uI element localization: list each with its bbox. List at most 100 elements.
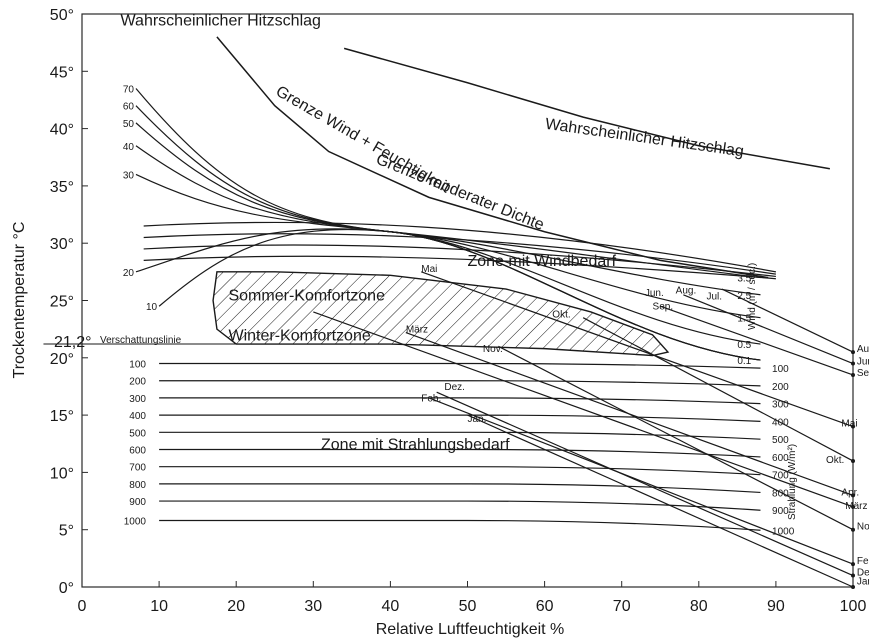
month-path-end [851, 350, 855, 355]
boundary-curves [216, 36, 830, 279]
y-tick-label: 15° [50, 408, 74, 425]
radiation-label-right: 900 [772, 506, 789, 517]
comfort-zone-area [212, 271, 670, 357]
y-tick-label: 10° [50, 465, 74, 482]
x-tick-label: 10 [150, 598, 168, 615]
month-label: Jun. [857, 357, 869, 368]
radiation-label-left: 500 [129, 428, 146, 439]
month-label: Aug. [857, 344, 869, 355]
radiation-label-right: 300 [772, 400, 789, 411]
y-tick-label: 35° [50, 179, 74, 196]
radiation-label-left: 600 [129, 445, 146, 456]
month-path [683, 294, 854, 365]
month-label: März [845, 501, 867, 512]
month-path-end [851, 504, 855, 509]
month-path [660, 305, 854, 376]
y-tick-label: 50° [50, 7, 74, 24]
month-label: Feb. [857, 556, 869, 567]
wind-label-left: 60 [123, 102, 135, 113]
radiation-line [159, 414, 761, 423]
month-label: Mai [421, 264, 437, 275]
zone-label: Zone mit Strahlungsbedarf [321, 436, 510, 453]
wind-curve [143, 255, 776, 280]
y-tick-label: 30° [50, 236, 74, 253]
x-tick-label: 100 [840, 598, 867, 615]
wind-label-left: 20 [123, 268, 135, 279]
radiation-label-left: 900 [129, 497, 146, 508]
month-path [436, 391, 854, 577]
month-label: Aug. [676, 286, 697, 297]
x-tick-label: 80 [690, 598, 708, 615]
month-label: Nov. [857, 522, 869, 533]
month-label: Jan. [468, 414, 487, 425]
boundary-curve [343, 47, 830, 170]
wind-label-right: 2.5 [737, 291, 751, 302]
wind-label-left: 40 [123, 142, 135, 153]
shading-line-value: 21,2° [54, 334, 92, 351]
month-path-end [851, 372, 855, 377]
month-path-end [851, 573, 855, 578]
radiation-label-right: 700 [772, 471, 789, 482]
x-tick-label: 50 [459, 598, 477, 615]
month-label: Feb. [421, 393, 441, 404]
y-axis-title: Trockentemperatur °C [11, 222, 28, 379]
x-tick-label: 30 [304, 598, 322, 615]
wind-label-left: 70 [123, 84, 135, 95]
month-path [467, 414, 854, 588]
radiation-label-left: 300 [129, 394, 146, 405]
month-path [498, 345, 854, 531]
month-label: Jul. [707, 291, 723, 302]
y-tick-label: 20° [50, 351, 74, 368]
month-path [428, 397, 854, 565]
zone-label: Zone mit Windbedarf [468, 253, 617, 270]
month-label: Apr. [841, 487, 859, 498]
shading-line-label: Verschattungslinie [100, 335, 182, 346]
month-path-end [851, 361, 855, 366]
radiation-label-right: 500 [772, 435, 789, 446]
y-tick-label: 45° [50, 64, 74, 81]
month-label: Nov. [483, 344, 503, 355]
radiation-label-left: 700 [129, 463, 146, 474]
comfort-zone [212, 271, 670, 357]
x-tick-label: 60 [536, 598, 554, 615]
radiation-line [159, 397, 761, 405]
wind-label-left: 30 [123, 170, 135, 181]
radiation-line [159, 483, 761, 494]
month-path-end [851, 562, 855, 567]
month-label: Okt. [826, 455, 844, 466]
x-axis-title: Relative Luftfeuchtigkeit % [376, 621, 565, 638]
radiation-line [159, 380, 761, 387]
month-path-end [851, 424, 855, 429]
zone-label: Wahrscheinlicher Hitzschlag [121, 12, 321, 29]
wind-label-left: 10 [146, 302, 158, 313]
y-tick-label: 0° [59, 580, 74, 597]
wind-label-left: 50 [123, 119, 135, 130]
x-axis-ticks: 0 10 20 30 40 50 60 70 80 90 100 [78, 581, 867, 615]
radiation-label-right: 100 [772, 364, 789, 375]
radiation-line [159, 362, 761, 369]
radiation-label-right: 600 [772, 453, 789, 464]
month-path-end [851, 493, 855, 498]
month-label: Sep. [857, 368, 869, 379]
y-tick-label: 25° [50, 294, 74, 311]
wind-curve [158, 228, 761, 361]
month-label: Dez. [444, 382, 465, 393]
month-label: Sep. [653, 302, 674, 313]
x-tick-label: 0 [78, 598, 87, 615]
month-label: Jan. [857, 577, 869, 588]
wind-axis-label: Wind (m / sec.) [747, 263, 758, 330]
zone-label: Winter-Komfortzone [228, 328, 370, 345]
wind-curve [143, 233, 776, 275]
x-tick-label: 90 [767, 598, 785, 615]
radiation-label-right: 1000 [772, 526, 795, 537]
x-tick-label: 70 [613, 598, 631, 615]
x-tick-label: 20 [227, 598, 245, 615]
radiation-line [159, 448, 761, 458]
y-tick-label: 40° [50, 122, 74, 139]
radiation-label-left: 1000 [124, 517, 147, 528]
y-tick-label: 5° [59, 523, 74, 540]
month-path-end [851, 585, 855, 589]
x-tick-label: 40 [382, 598, 400, 615]
y-axis-ticks: 0° 5° 10° 15° 20° 25° 30° 35° 40° 45° 50° [50, 7, 88, 597]
